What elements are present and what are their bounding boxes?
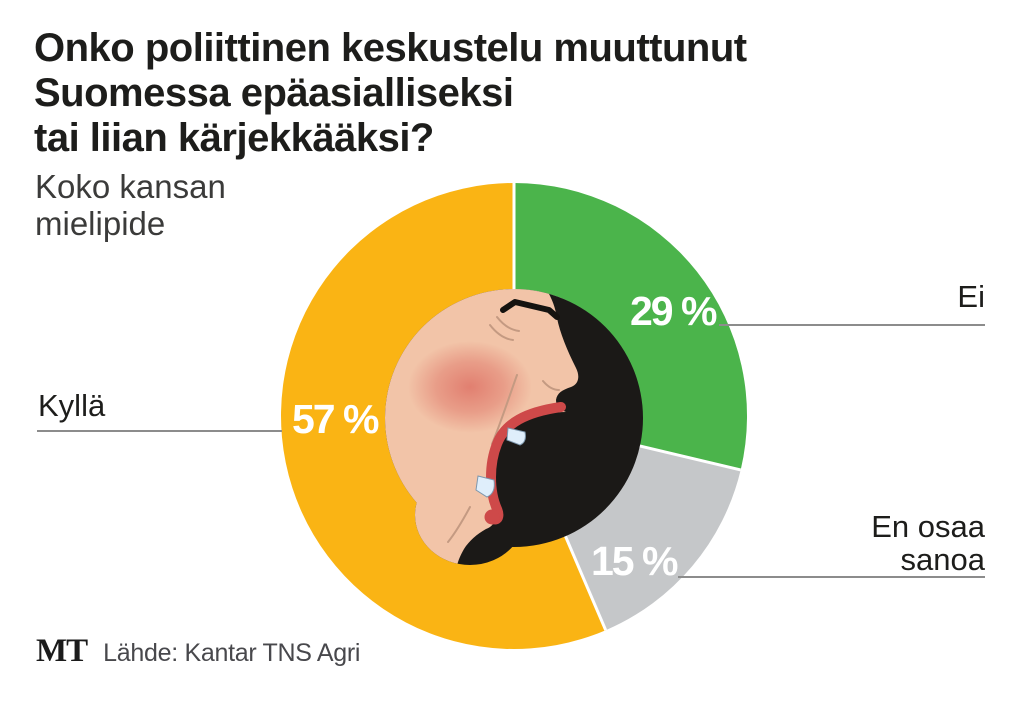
- title-line-2: Suomessa epäasialliseksi: [34, 71, 514, 115]
- leader-line-en-osaa-sanoa: [678, 576, 985, 578]
- pie-slice-kyll-: [281, 183, 606, 650]
- slice-value-ei: 29 %: [630, 288, 717, 334]
- shouting-face-illustration: [385, 289, 643, 565]
- cheek-blush: [408, 341, 532, 433]
- slice-separator: [637, 443, 742, 472]
- title-line-3: tai liian kärjekkääksi?: [34, 116, 434, 160]
- slice-value-kylla: 57 %: [292, 396, 379, 442]
- slice-value-en-osaa-sanoa: 15 %: [591, 538, 678, 584]
- pie-slices: [281, 183, 748, 650]
- closed-eye: [500, 299, 560, 320]
- leader-line-kylla: [37, 430, 282, 432]
- source-text: Lähde: Kantar TNS Agri: [103, 639, 361, 667]
- leader-line-ei: [719, 324, 985, 326]
- pie-slice-en-osaa-sanoa: [564, 445, 741, 631]
- lower-lip-curl: [484, 509, 500, 525]
- slice-label-en-osaa-sanoa: En osaa sanoa: [871, 509, 985, 577]
- slice-label-ei: Ei: [957, 279, 985, 314]
- page-title: Onko poliittinen keskustelu muuttunut Su…: [34, 26, 747, 161]
- title-line-1: Onko poliittinen keskustelu muuttunut: [34, 26, 747, 70]
- chart-subtitle: Koko kansan mielipide: [35, 168, 226, 242]
- mt-logo: MT: [36, 633, 88, 669]
- pie-slice-ei: [514, 183, 748, 470]
- footer: MT Lähde: Kantar TNS Agri: [36, 633, 360, 670]
- slice-separator: [562, 532, 608, 631]
- slice-label-kylla: Kyllä: [38, 388, 106, 423]
- teeth: [475, 427, 526, 498]
- subtitle-line-1: Koko kansan: [35, 168, 226, 205]
- subtitle-line-2: mielipide: [35, 205, 166, 242]
